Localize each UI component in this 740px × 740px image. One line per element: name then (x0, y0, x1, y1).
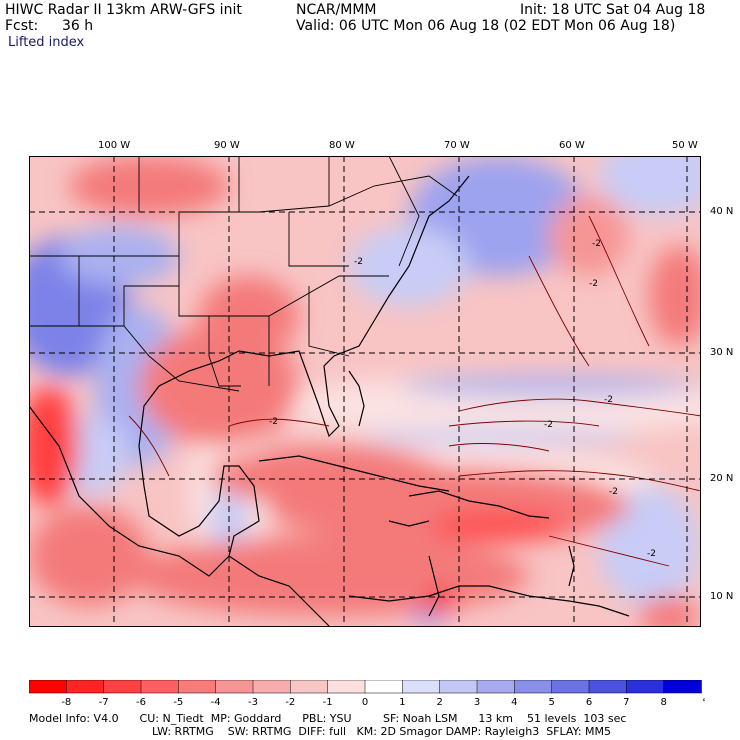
colorbar-tick-label: -4 (211, 697, 221, 708)
contour-label: -2 (592, 239, 601, 249)
colorbar-tick-label: 1 (399, 697, 405, 708)
colorbar-cell (327, 680, 366, 694)
lon-label-90w: 90 W (214, 140, 240, 151)
colorbar-tick-label: -8 (61, 697, 71, 708)
colorbar-tick-label: 6 (586, 697, 592, 708)
colorbar-cell (66, 680, 105, 694)
colorbar-tick-label: -7 (99, 697, 109, 708)
lon-label-50w: 50 W (672, 140, 698, 151)
contour-label: -2 (589, 279, 598, 289)
lat-label-30n: 30 N (710, 347, 734, 358)
contour-lines (128, 215, 701, 567)
lifted-index-map: -2 -2 -2 -2 -2 -2 -2 -2 (29, 156, 701, 627)
political-borders (29, 156, 458, 392)
center-label: NCAR/MMM (296, 2, 377, 18)
model-title: HIWC Radar II 13km ARW-GFS init (5, 2, 242, 18)
valid-time: Valid: 06 UTC Mon 06 Aug 18 (02 EDT Mon … (296, 18, 676, 34)
colorbar-cell (215, 680, 254, 694)
field-name: Lifted index (8, 35, 85, 50)
colorbar-cell (29, 680, 68, 694)
colorbar-cell (514, 680, 553, 694)
lon-label-80w: 80 W (329, 140, 355, 151)
lat-label-20n: 20 N (710, 473, 734, 484)
colorbar-cell (140, 680, 180, 694)
colorbar-cell (364, 680, 404, 694)
colorbar-cell (588, 680, 628, 694)
colorbar-cell (402, 680, 441, 694)
map-frame (29, 156, 701, 627)
colorbar-tick-label: -2 (285, 697, 295, 708)
forecast-hour: 36 h (62, 18, 94, 34)
lat-label-10n: 10 N (710, 591, 734, 602)
lat-lon-grid (29, 156, 701, 627)
contour-label: -2 (354, 257, 363, 267)
colorbar-tick-label: 5 (548, 697, 554, 708)
colorbar-cells (29, 680, 702, 694)
colorbar-tick-label: 4 (511, 697, 517, 708)
colorbar-tick-label: 2 (436, 697, 442, 708)
colorbar-cell (290, 680, 329, 694)
lon-label-100w: 100 W (98, 140, 131, 151)
colorbar-cell (439, 680, 478, 694)
colorbar-tick-label: -5 (173, 697, 183, 708)
colorbar-cell (476, 680, 516, 694)
colorbar-tick-label: 3 (474, 697, 480, 708)
forecast-label: Fcst: (5, 18, 39, 34)
colorbar-tick-label: -6 (136, 697, 146, 708)
colorbar-cell (178, 680, 217, 694)
colorbar-tick-label: 0 (362, 697, 368, 708)
contour-label: -2 (647, 549, 656, 559)
model-info-line2: LW: RRTMG SW: RRTMG DIFF: full KM: 2D Sm… (152, 725, 612, 738)
lat-label-40n: 40 N (710, 206, 734, 217)
colorbar-tick-label: 8 (660, 697, 666, 708)
contour-label: -2 (604, 395, 613, 405)
colorbar-tick-label: -3 (248, 697, 258, 708)
contour-label: -2 (269, 417, 278, 427)
contour-label: -2 (544, 420, 553, 430)
colorbar-unit: °C (702, 698, 705, 708)
lon-label-60w: 60 W (559, 140, 585, 151)
colorbar-tick-label: 7 (623, 697, 629, 708)
init-time: Init: 18 UTC Sat 04 Aug 18 (520, 2, 706, 18)
colorbar: -8 -7 -6 -5 -4 -3 -2 -1 0 1 2 3 4 5 6 7 8 °C (29, 680, 705, 708)
colorbar-cell (252, 680, 292, 694)
coastline (29, 175, 630, 627)
colorbar-cell (626, 680, 665, 694)
contour-label: -2 (609, 487, 618, 497)
model-info-line1: Model Info: V4.0 CU: N_Tiedt MP: Goddard… (29, 712, 627, 725)
colorbar-cell (551, 680, 590, 694)
colorbar-tick-label: -1 (323, 697, 333, 708)
colorbar-cell (663, 680, 702, 694)
colorbar-cell (103, 680, 142, 694)
lon-label-70w: 70 W (444, 140, 470, 151)
